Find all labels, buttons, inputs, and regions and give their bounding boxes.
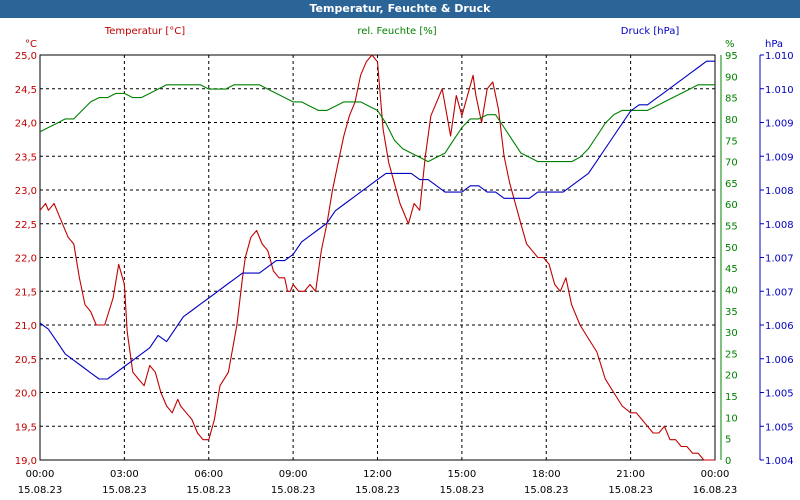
y-tick-pressure: 1.007 [765, 254, 794, 265]
chart-area: 00:00 15.08.23 03:00 15.08.23 06:00 15.08.23 0… [15, 26, 794, 496]
axis-label-pressure: Druck [hPa] [621, 26, 680, 37]
y-tick-humidity: 25 [725, 349, 738, 360]
y-tick-temperature: 25,0 [15, 51, 37, 62]
y-tick-temperature: 20,0 [15, 389, 37, 400]
y-tick-pressure: 1.005 [765, 389, 794, 400]
y-tick-humidity: 90 [725, 72, 738, 83]
y-tick-humidity: 80 [725, 115, 738, 126]
x-tick-time: 00:00 [701, 469, 730, 480]
x-tick-date: 15.08.23 [186, 485, 231, 496]
y-tick-temperature: 19,5 [15, 422, 37, 433]
x-tick-date: 15.08.23 [271, 485, 316, 496]
y-tick-temperature: 22,0 [15, 254, 37, 265]
y-tick-pressure: 1.008 [765, 220, 794, 231]
y-tick-humidity: 15 [725, 392, 738, 403]
series-line-temperature [39, 54, 715, 461]
y-tick-humidity: 45 [725, 264, 738, 275]
y-tick-pressure: 1.009 [765, 152, 794, 163]
y-tick-humidity: 85 [725, 94, 738, 105]
y-tick-pressure: 1.009 [765, 119, 794, 130]
x-tick-time: 12:00 [363, 469, 392, 480]
x-tick-date: 15.08.23 [608, 485, 653, 496]
axis-label-temperature: Temperatur [°C] [104, 26, 185, 37]
x-tick-time: 06:00 [194, 469, 223, 480]
y-tick-temperature: 21,5 [15, 287, 37, 298]
y-tick-humidity: 75 [725, 136, 738, 147]
x-tick-date: 15.08.23 [102, 485, 147, 496]
y-tick-pressure: 1.010 [765, 85, 794, 96]
axis-label-humidity: rel. Feuchte [%] [357, 26, 436, 37]
unit-pressure: hPa [765, 39, 783, 50]
y-tick-pressure: 1.007 [765, 287, 794, 298]
y-tick-humidity: 30 [725, 328, 738, 339]
y-tick-humidity: 55 [725, 222, 738, 233]
y-tick-temperature: 23,0 [15, 186, 37, 197]
y-tick-humidity: 35 [725, 307, 738, 318]
y-tick-humidity: 60 [725, 200, 738, 211]
y-tick-humidity: 95 [725, 51, 738, 62]
y-tick-humidity: 0 [725, 456, 731, 467]
x-tick-date: 15.08.23 [18, 485, 63, 496]
y-tick-humidity: 40 [725, 285, 738, 296]
y-tick-humidity: 65 [725, 179, 738, 190]
y-tick-temperature: 23,5 [15, 152, 37, 163]
y-tick-pressure: 1.005 [765, 422, 794, 433]
y-tick-pressure: 1.006 [765, 321, 794, 332]
x-tick-time: 09:00 [279, 469, 308, 480]
chart-title: Temperatur, Feuchte & Druck [0, 0, 800, 18]
y-tick-temperature: 24,0 [15, 119, 37, 130]
y-tick-temperature: 22,5 [15, 220, 37, 231]
axes: 00:00 15.08.23 03:00 15.08.23 06:00 15.08.23 0… [15, 39, 794, 496]
x-tick-time: 18:00 [532, 469, 561, 480]
series-lines [39, 54, 715, 461]
y-tick-humidity: 10 [725, 413, 738, 424]
y-tick-temperature: 19,0 [15, 456, 37, 467]
y-tick-temperature: 20,5 [15, 355, 37, 366]
series-line-pressure [39, 60, 715, 380]
x-tick-time: 15:00 [447, 469, 476, 480]
y-tick-pressure: 1.010 [765, 51, 794, 62]
y-tick-humidity: 50 [725, 243, 738, 254]
y-tick-humidity: 70 [725, 158, 738, 169]
grid [40, 55, 715, 460]
x-tick-date: 15.08.23 [355, 485, 400, 496]
y-tick-humidity: 20 [725, 371, 738, 382]
x-tick-date: 15.08.23 [440, 485, 485, 496]
unit-humidity: % [725, 39, 735, 50]
series-line-humidity [39, 84, 715, 163]
unit-temperature: °C [25, 39, 37, 50]
y-tick-temperature: 24,5 [15, 85, 37, 96]
x-tick-date: 16.08.23 [693, 485, 738, 496]
x-tick-time: 21:00 [616, 469, 645, 480]
y-tick-pressure: 1.008 [765, 186, 794, 197]
y-tick-pressure: 1.004 [765, 456, 794, 467]
x-tick-date: 15.08.23 [524, 485, 569, 496]
y-tick-humidity: 5 [725, 435, 731, 446]
x-tick-time: 03:00 [110, 469, 139, 480]
x-tick-time: 00:00 [26, 469, 55, 480]
y-tick-pressure: 1.006 [765, 355, 794, 366]
y-tick-temperature: 21,0 [15, 321, 37, 332]
